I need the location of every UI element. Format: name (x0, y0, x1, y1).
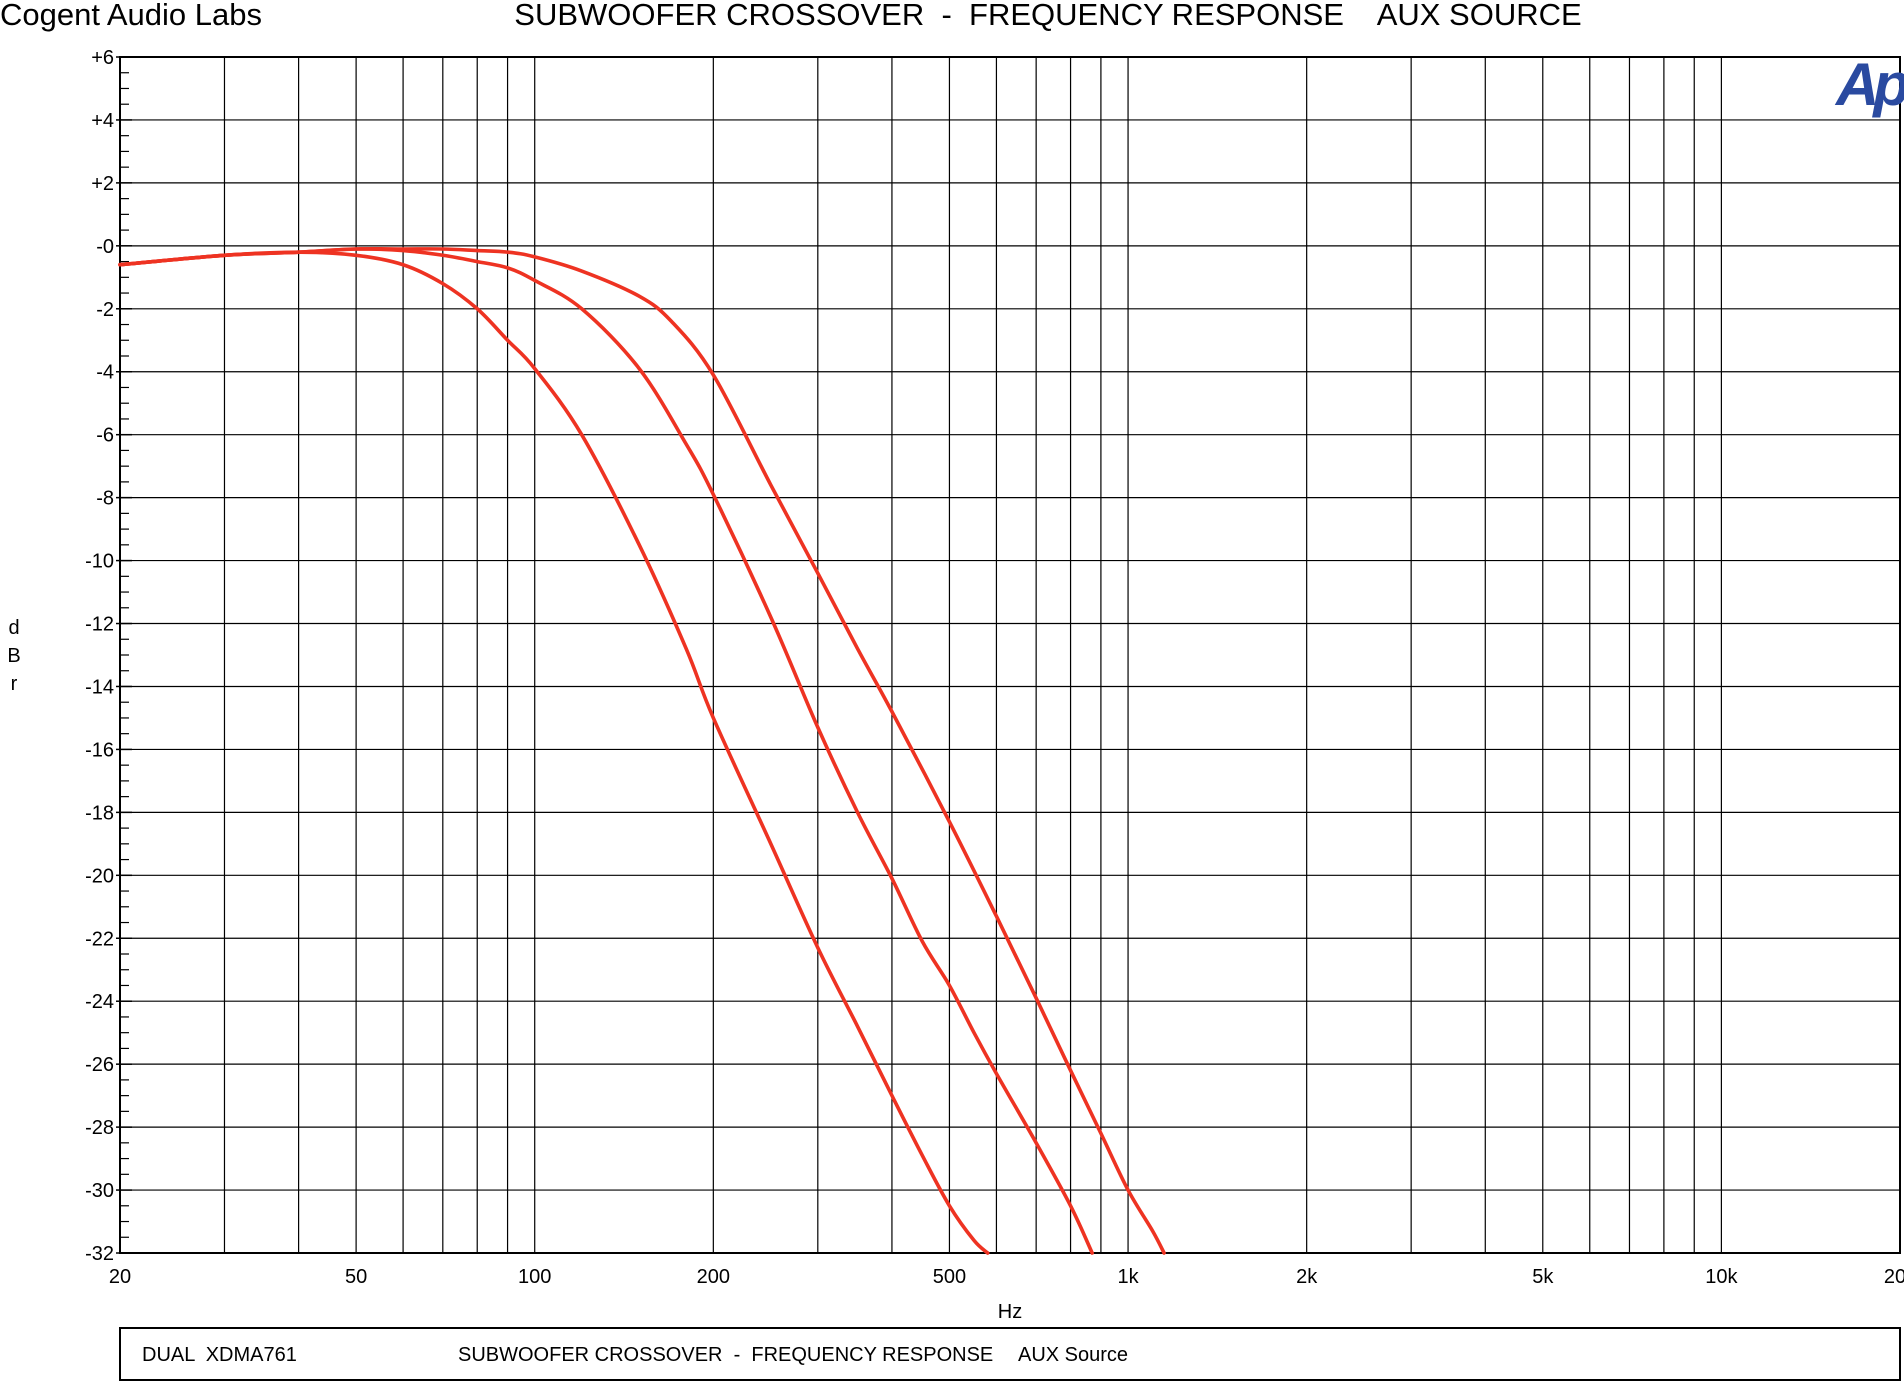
chart-title: SUBWOOFER CROSSOVER - FREQUENCY RESPONSE… (514, 0, 1581, 32)
y-tick-label: +2 (91, 173, 114, 195)
x-tick-label: 2k (1296, 1266, 1318, 1288)
series-traces (118, 246, 1166, 1255)
x-tick-label: 1k (1117, 1266, 1139, 1288)
x-tick-label: 20 (109, 1266, 131, 1288)
y-tick-label: -28 (85, 1117, 114, 1139)
x-axis-tick-labels: 20 50 100 200 500 1k 2k 5k 10k 20k (109, 1266, 1904, 1288)
ap-logo: Ap (1834, 51, 1904, 118)
x-tick-label: 10k (1705, 1266, 1738, 1288)
y-axis-tick-labels: +6 +4 +2 -0 -2 -4 -6 -8 -10 -12 -14 -16 -18 -20 -22 -24… (85, 47, 132, 1265)
y-tick-label: -10 (85, 551, 114, 573)
x-tick-label: 100 (518, 1266, 551, 1288)
x-tick-label: 500 (933, 1266, 966, 1288)
footer-source: AUX Source (1018, 1344, 1128, 1366)
y-tick-label: -18 (85, 802, 114, 824)
y-tick-label: -24 (85, 991, 114, 1013)
x-tick-label: 20k (1884, 1266, 1904, 1288)
ap-logo-text: Ap (1834, 51, 1904, 118)
series-line-2 (118, 247, 1094, 1255)
plot-frame (119, 56, 1901, 1254)
y-tick-label: -4 (96, 362, 114, 384)
y-axis-label-char: d (8, 617, 19, 639)
footer-box (119, 1327, 1901, 1381)
y-tick-label: -26 (85, 1054, 114, 1076)
y-tick-label: +4 (91, 110, 114, 132)
y-tick-label: -14 (85, 676, 114, 698)
y-tick-label: -8 (96, 488, 114, 510)
y-tick-label: -22 (85, 928, 114, 950)
y-tick-label: -32 (85, 1243, 114, 1265)
y-tick-label: -0 (96, 236, 114, 258)
y-tick-label: -16 (85, 739, 114, 761)
y-axis-label-char: B (7, 645, 20, 667)
y-tick-label: -30 (85, 1180, 114, 1202)
series-line-1 (118, 250, 990, 1255)
company-name: Cogent Audio Labs (0, 0, 262, 32)
series-line-3 (118, 246, 1166, 1255)
grid (120, 57, 1900, 1253)
x-tick-label: 200 (697, 1266, 730, 1288)
y-tick-label: +6 (91, 47, 114, 69)
x-tick-label: 5k (1532, 1266, 1554, 1288)
y-tick-label: -12 (85, 614, 114, 636)
y-tick-label: -20 (85, 865, 114, 887)
y-axis-label-char: r (11, 673, 18, 695)
minor-tick-marks (120, 72, 129, 1238)
x-axis-label: Hz (998, 1301, 1022, 1323)
y-tick-label: -6 (96, 425, 114, 447)
x-tick-label: 50 (345, 1266, 367, 1288)
y-tick-label: -2 (96, 299, 114, 321)
footer-model: DUAL XDMA761 (142, 1344, 297, 1366)
y-axis-label: dBr (7, 617, 20, 695)
footer-description: SUBWOOFER CROSSOVER - FREQUENCY RESPONSE (458, 1344, 993, 1366)
